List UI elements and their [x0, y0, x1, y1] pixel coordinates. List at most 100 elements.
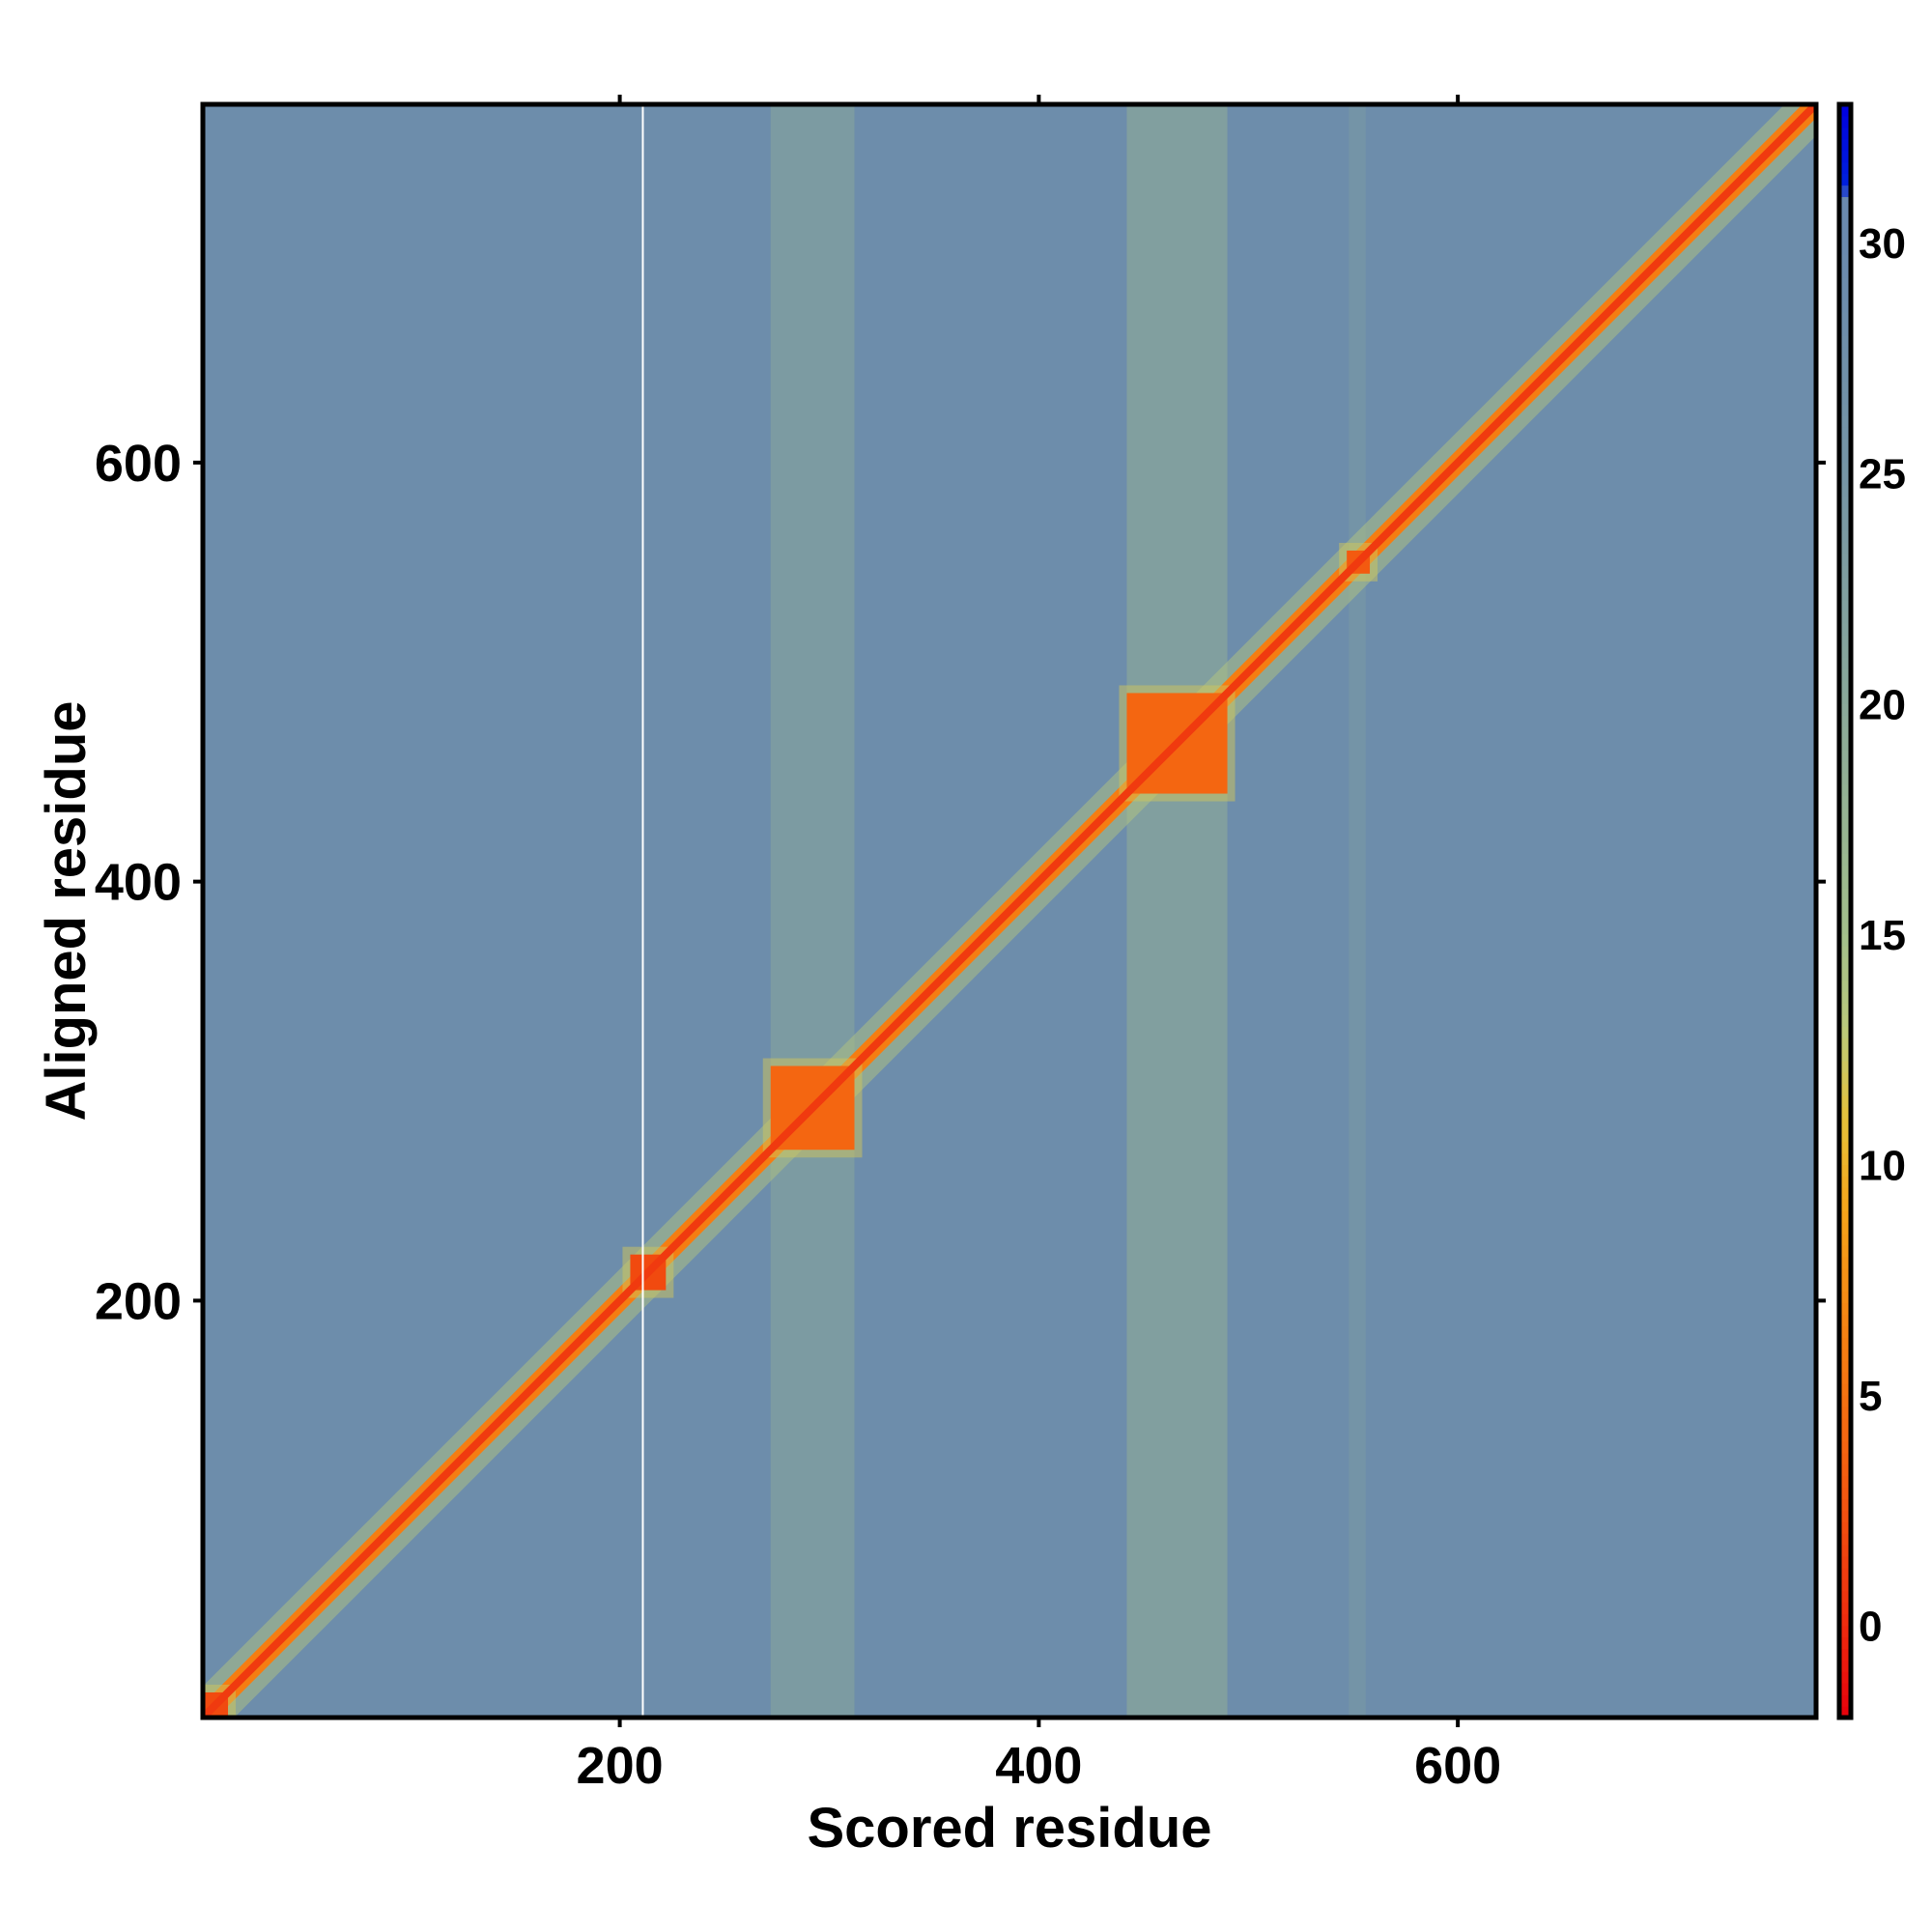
- colorbar-segment: [1839, 1671, 1851, 1684]
- colorbar-segment: [1839, 1234, 1851, 1246]
- colorbar-segment: [1839, 1694, 1851, 1707]
- colorbar-segment: [1839, 1360, 1851, 1373]
- colorbar-segment: [1839, 1003, 1851, 1015]
- colorbar-segment: [1839, 1026, 1851, 1038]
- colorbar-segment: [1839, 611, 1851, 624]
- colorbar-segment: [1839, 381, 1851, 393]
- x-tick-label: 400: [995, 1737, 1082, 1795]
- colorbar-segment: [1839, 865, 1851, 877]
- colorbar-segment: [1839, 266, 1851, 278]
- colorbar-segment: [1839, 1417, 1851, 1431]
- colorbar-segment: [1839, 657, 1851, 670]
- colorbar-tick-label: 20: [1859, 681, 1906, 728]
- colorbar-segment: [1839, 1199, 1851, 1211]
- colorbar-segment: [1839, 1648, 1851, 1661]
- colorbar-segment: [1839, 1395, 1851, 1407]
- colorbar-segment: [1839, 438, 1851, 451]
- colorbar-tick-label: 15: [1859, 912, 1906, 959]
- colorbar-segment: [1839, 634, 1851, 647]
- colorbar-segment: [1839, 1440, 1851, 1454]
- colorbar-segment: [1839, 161, 1851, 175]
- colorbar-segment: [1839, 645, 1851, 659]
- x-tick-label: 600: [1414, 1737, 1501, 1795]
- y-tick-label: 400: [95, 854, 182, 912]
- colorbar-segment: [1839, 1521, 1851, 1534]
- colorbar-segment: [1839, 1176, 1851, 1188]
- colorbar: 0 5 10 15 20 25 30: [1839, 104, 1906, 1719]
- colorbar-segment: [1839, 1590, 1851, 1604]
- colorbar-segment: [1839, 1094, 1851, 1108]
- colorbar-segment: [1839, 933, 1851, 947]
- colorbar-tick-label: 25: [1859, 451, 1906, 498]
- colorbar-segment: [1839, 818, 1851, 832]
- colorbar-segment: [1839, 876, 1851, 889]
- colorbar-segment: [1839, 404, 1851, 416]
- colorbar-segment: [1839, 484, 1851, 497]
- colorbar-segment: [1839, 599, 1851, 612]
- colorbar-segment: [1839, 138, 1851, 152]
- low-error-band: [1126, 104, 1228, 1718]
- colorbar-tick-label: 0: [1859, 1604, 1882, 1651]
- colorbar-segment: [1839, 208, 1851, 220]
- colorbar-tick-label: 10: [1859, 1142, 1906, 1189]
- colorbar-segment: [1839, 472, 1851, 486]
- colorbar-segment: [1839, 196, 1851, 209]
- colorbar-segment: [1839, 173, 1851, 186]
- colorbar-frame: [1836, 101, 1854, 1720]
- colorbar-segment: [1839, 530, 1851, 543]
- colorbar-segment: [1839, 841, 1851, 854]
- colorbar-segment: [1839, 242, 1851, 255]
- colorbar-segment: [1839, 1706, 1851, 1719]
- colorbar-segment: [1839, 1129, 1851, 1143]
- low-error-band: [770, 104, 855, 1718]
- colorbar-segment: [1839, 1625, 1851, 1638]
- colorbar-segment: [1839, 1314, 1851, 1327]
- colorbar-segment: [1839, 1187, 1851, 1200]
- colorbar-segment: [1839, 150, 1851, 163]
- colorbar-segment: [1839, 1037, 1851, 1050]
- low-error-band: [1349, 104, 1366, 1718]
- colorbar-segment: [1839, 1014, 1851, 1027]
- colorbar-segment: [1839, 346, 1851, 359]
- colorbar-segment: [1839, 276, 1851, 290]
- colorbar-segment: [1839, 680, 1851, 693]
- colorbar-segment: [1839, 715, 1851, 727]
- colorbar-segment: [1839, 968, 1851, 981]
- colorbar-segment: [1839, 1222, 1851, 1235]
- diagonal-line: [203, 104, 1816, 1718]
- colorbar-segment: [1839, 807, 1851, 820]
- colorbar-segment: [1839, 1302, 1851, 1316]
- colorbar-segment: [1839, 1337, 1851, 1350]
- colorbar-segment: [1839, 127, 1851, 140]
- y-tick-label: 600: [95, 435, 182, 493]
- colorbar-segment: [1839, 1383, 1851, 1396]
- colorbar-segment: [1839, 1325, 1851, 1338]
- colorbar-segment: [1839, 1660, 1851, 1672]
- colorbar-segment: [1839, 1487, 1851, 1499]
- colorbar-segment: [1839, 1291, 1851, 1304]
- colorbar-segment: [1839, 1636, 1851, 1650]
- colorbar-segment: [1839, 104, 1851, 117]
- colorbar-segment: [1839, 1463, 1851, 1477]
- colorbar-segment: [1839, 750, 1851, 762]
- colorbar-segment: [1839, 334, 1851, 348]
- colorbar-segment: [1839, 1602, 1851, 1615]
- colorbar-segment: [1839, 1279, 1851, 1293]
- colorbar-segment: [1839, 1475, 1851, 1489]
- colorbar-segment: [1839, 1452, 1851, 1465]
- colorbar-segment: [1839, 185, 1851, 198]
- colorbar-segment: [1839, 1164, 1851, 1177]
- colorbar-segment: [1839, 772, 1851, 785]
- colorbar-segment: [1839, 1061, 1851, 1073]
- colorbar-segment: [1839, 945, 1851, 958]
- colorbar-segment: [1839, 577, 1851, 589]
- colorbar-segment: [1839, 1244, 1851, 1258]
- heatmap: [203, 104, 1816, 1718]
- colorbar-segment: [1839, 956, 1851, 970]
- colorbar-tick-label: 5: [1859, 1373, 1882, 1420]
- colorbar-segment: [1839, 311, 1851, 325]
- colorbar-tick-label: 30: [1859, 220, 1906, 268]
- colorbar-segment: [1839, 219, 1851, 232]
- x-tick-label: 200: [577, 1737, 664, 1795]
